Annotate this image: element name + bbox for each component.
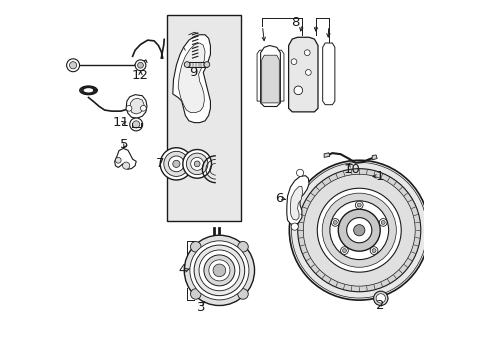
Polygon shape <box>126 95 147 118</box>
Circle shape <box>290 223 298 230</box>
Circle shape <box>194 161 200 167</box>
Polygon shape <box>129 98 144 114</box>
Polygon shape <box>178 43 204 113</box>
Circle shape <box>333 220 337 224</box>
Circle shape <box>369 247 377 255</box>
Circle shape <box>122 162 129 169</box>
Circle shape <box>304 50 309 55</box>
Circle shape <box>183 149 211 178</box>
Circle shape <box>303 174 414 286</box>
Polygon shape <box>172 35 210 123</box>
Text: 10: 10 <box>343 163 360 176</box>
Circle shape <box>190 157 203 170</box>
Polygon shape <box>260 45 280 107</box>
Circle shape <box>199 250 239 291</box>
Circle shape <box>129 118 142 131</box>
Polygon shape <box>290 186 302 220</box>
Circle shape <box>135 60 145 71</box>
Text: 3: 3 <box>197 301 205 314</box>
Text: 5: 5 <box>120 138 128 150</box>
Polygon shape <box>261 55 279 103</box>
Circle shape <box>375 294 385 303</box>
Text: 1: 1 <box>375 170 384 183</box>
Circle shape <box>160 148 192 180</box>
Circle shape <box>305 69 310 75</box>
Polygon shape <box>322 43 334 105</box>
Text: 12: 12 <box>132 69 149 82</box>
Circle shape <box>353 225 364 236</box>
Polygon shape <box>187 62 206 67</box>
Circle shape <box>203 255 234 286</box>
Circle shape <box>329 201 388 260</box>
Circle shape <box>237 242 248 252</box>
Circle shape <box>237 289 248 299</box>
Text: 8: 8 <box>291 16 299 29</box>
Polygon shape <box>324 153 329 157</box>
Circle shape <box>355 201 363 209</box>
Circle shape <box>184 235 254 306</box>
Polygon shape <box>257 50 284 101</box>
Circle shape <box>331 219 339 226</box>
Circle shape <box>371 249 375 252</box>
Circle shape <box>289 160 428 300</box>
Circle shape <box>213 264 225 277</box>
Circle shape <box>163 151 188 176</box>
Polygon shape <box>286 176 308 225</box>
Circle shape <box>293 86 302 95</box>
Circle shape <box>115 157 121 163</box>
Circle shape <box>338 209 380 251</box>
Circle shape <box>140 105 146 111</box>
Text: 4: 4 <box>178 263 186 276</box>
Text: 2: 2 <box>375 299 384 312</box>
Circle shape <box>132 121 140 128</box>
Circle shape <box>381 220 385 224</box>
Text: 11: 11 <box>112 116 129 129</box>
Text: 6: 6 <box>275 192 283 205</box>
Circle shape <box>296 169 303 176</box>
Circle shape <box>137 62 143 68</box>
Circle shape <box>317 188 400 272</box>
Polygon shape <box>288 37 317 112</box>
Polygon shape <box>371 155 376 160</box>
Circle shape <box>342 249 346 252</box>
Circle shape <box>208 260 229 281</box>
Circle shape <box>379 219 386 226</box>
Circle shape <box>172 160 180 167</box>
Circle shape <box>346 217 371 243</box>
Circle shape <box>69 62 77 69</box>
Circle shape <box>373 291 387 306</box>
Circle shape <box>126 105 132 111</box>
Circle shape <box>190 242 201 252</box>
Circle shape <box>297 169 420 292</box>
Text: 9: 9 <box>189 66 197 79</box>
Polygon shape <box>115 148 136 169</box>
FancyBboxPatch shape <box>167 15 241 221</box>
Circle shape <box>66 59 80 72</box>
Circle shape <box>357 203 361 207</box>
Circle shape <box>189 241 248 300</box>
Circle shape <box>168 156 184 172</box>
Circle shape <box>290 59 296 64</box>
Circle shape <box>190 289 201 299</box>
Circle shape <box>194 245 244 296</box>
Circle shape <box>340 247 347 255</box>
Text: 7: 7 <box>156 157 164 170</box>
Circle shape <box>184 62 190 67</box>
Circle shape <box>322 193 395 267</box>
Circle shape <box>203 62 209 67</box>
Circle shape <box>186 153 207 175</box>
